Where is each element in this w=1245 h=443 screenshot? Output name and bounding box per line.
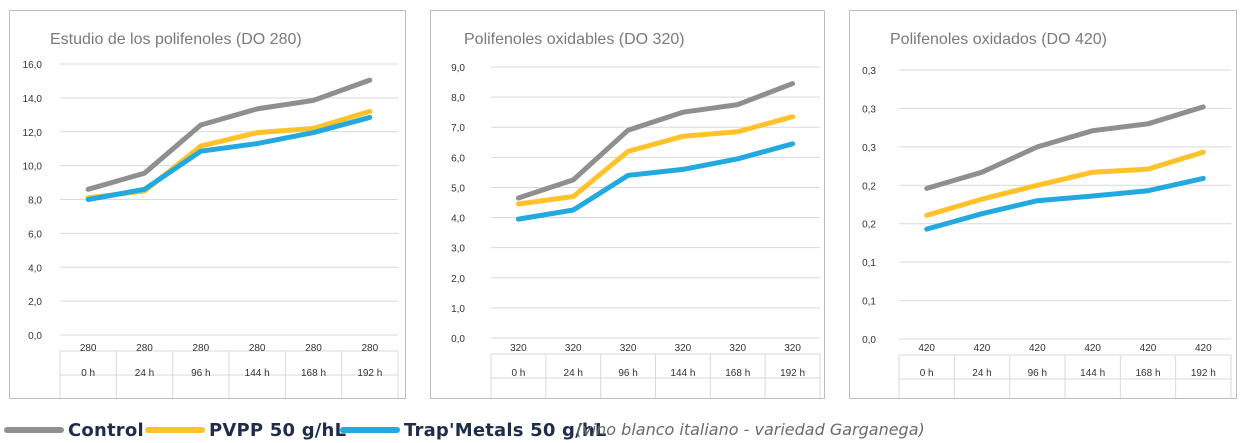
x-time-label: 144 h [670,368,695,379]
series-line-control [85,77,373,192]
x-time-label: 96 h [191,368,210,379]
legend-note: (vino blanco italiano - variedad Gargane… [576,420,925,439]
x-category-label: 320 [565,343,582,354]
y-tick-label: 0,3 [862,66,876,77]
y-tick-label: 12,0 [23,128,43,139]
x-time-label: 168 h [301,368,326,379]
x-time-label: 24 h [564,368,583,379]
y-tick-label: 5,0 [451,183,465,194]
y-tick-label: 0,3 [862,143,876,154]
x-time-label: 24 h [135,368,154,379]
legend-swatch-pvpp [145,427,205,433]
x-category-label: 320 [784,343,801,354]
x-category-label: 280 [80,343,97,354]
y-tick-label: 14,0 [23,94,43,105]
y-tick-label: 2,0 [28,297,42,308]
legend: Control PVPP 50 g/hL Trap'Metals 50 g/hL… [0,404,1245,443]
y-tick-label: 1,0 [451,304,465,315]
series-line-trap-metals-50-g-hl [85,114,373,202]
y-tick-label: 4,0 [451,214,465,225]
x-category-label: 280 [249,343,266,354]
x-time-label: 192 h [1191,368,1216,379]
x-time-label: 192 h [357,368,382,379]
x-time-label: 144 h [1080,368,1105,379]
x-category-label: 420 [1084,343,1101,354]
x-time-label: 0 h [511,368,525,379]
legend-label-trapmetals: Trap'Metals 50 g/hL [404,419,607,441]
legend-swatch-control [4,427,64,433]
y-tick-label: 0,0 [862,335,876,346]
y-tick-label: 0,2 [862,181,876,192]
x-category-label: 420 [1195,343,1212,354]
chart-panel-do320: Polifenoles oxidables (DO 320) 0,0 1,0 2,0 3… [430,10,825,399]
y-tick-label: 0,1 [862,258,876,269]
x-category-label: 280 [192,343,209,354]
y-tick-label: 8,0 [28,196,42,207]
line-chart-do320: Polifenoles oxidables (DO 320) 0,0 1,0 2,0 3… [451,31,821,398]
y-tick-label: 3,0 [451,244,465,255]
x-category-label: 280 [361,343,378,354]
x-time-label: 192 h [780,368,805,379]
x-time-label: 168 h [725,368,750,379]
y-tick-label: 0,3 [862,104,876,115]
x-category-label: 320 [510,343,527,354]
x-time-label: 168 h [1135,368,1160,379]
x-category-label: 420 [1140,343,1157,354]
legend-label-pvpp: PVPP 50 g/hL [209,419,347,441]
x-time-label: 0 h [81,368,95,379]
series-line-pvpp-50-g-hl [924,149,1206,218]
chart-title: Polifenoles oxidables (DO 320) [464,31,685,48]
y-tick-label: 0,0 [451,334,465,345]
chart-panel-do280: Estudio de los polifenoles (DO 280) 0,0 2,… [9,10,406,399]
series-line-control [515,81,796,201]
series-line-trap-metals-50-g-hl [515,141,796,222]
chart-title: Estudio de los polifenoles (DO 280) [50,31,302,48]
y-tick-label: 0,2 [862,220,876,231]
x-category-label: 420 [1029,343,1046,354]
x-time-label: 0 h [920,368,934,379]
y-tick-label: 2,0 [451,274,465,285]
series-line-pvpp-50-g-hl [85,108,373,201]
x-time-label: 96 h [1028,368,1047,379]
x-category-label: 320 [620,343,637,354]
y-tick-label: 6,0 [28,229,42,240]
legend-item-control: Control [4,418,144,442]
x-category-label: 280 [136,343,153,354]
y-tick-label: 7,0 [451,123,465,134]
line-chart-do280: Estudio de los polifenoles (DO 280) 0,0 2,… [23,31,399,398]
x-time-label: 24 h [972,368,991,379]
legend-label-control: Control [68,419,144,441]
x-category-label: 420 [918,343,935,354]
y-tick-label: 0,0 [28,331,42,342]
x-category-label: 320 [729,343,746,354]
legend-item-trapmetals: Trap'Metals 50 g/hL [340,418,607,442]
y-tick-label: 6,0 [451,153,465,164]
series-line-trap-metals-50-g-hl [924,175,1206,232]
y-tick-label: 4,0 [28,263,42,274]
x-category-label: 280 [305,343,322,354]
y-tick-label: 10,0 [23,162,43,173]
legend-item-pvpp: PVPP 50 g/hL [145,418,346,442]
series-line-control [924,104,1206,191]
series-line-pvpp-50-g-hl [515,114,796,207]
line-chart-do420: Polifenoles oxidados (DO 420) 0,0 0,1 0,1 0,… [862,31,1232,398]
y-tick-label: 0,1 [862,297,876,308]
x-time-label: 96 h [618,368,637,379]
x-category-label: 420 [974,343,991,354]
chart-title: Polifenoles oxidados (DO 420) [890,31,1107,48]
chart-panel-do420: Polifenoles oxidados (DO 420) 0,0 0,1 0,1 0,… [849,10,1237,399]
x-time-label: 144 h [245,368,270,379]
x-category-label: 320 [675,343,692,354]
y-tick-label: 8,0 [451,93,465,104]
y-tick-label: 9,0 [451,63,465,74]
y-tick-label: 16,0 [23,60,43,71]
legend-swatch-trapmetals [340,427,400,433]
